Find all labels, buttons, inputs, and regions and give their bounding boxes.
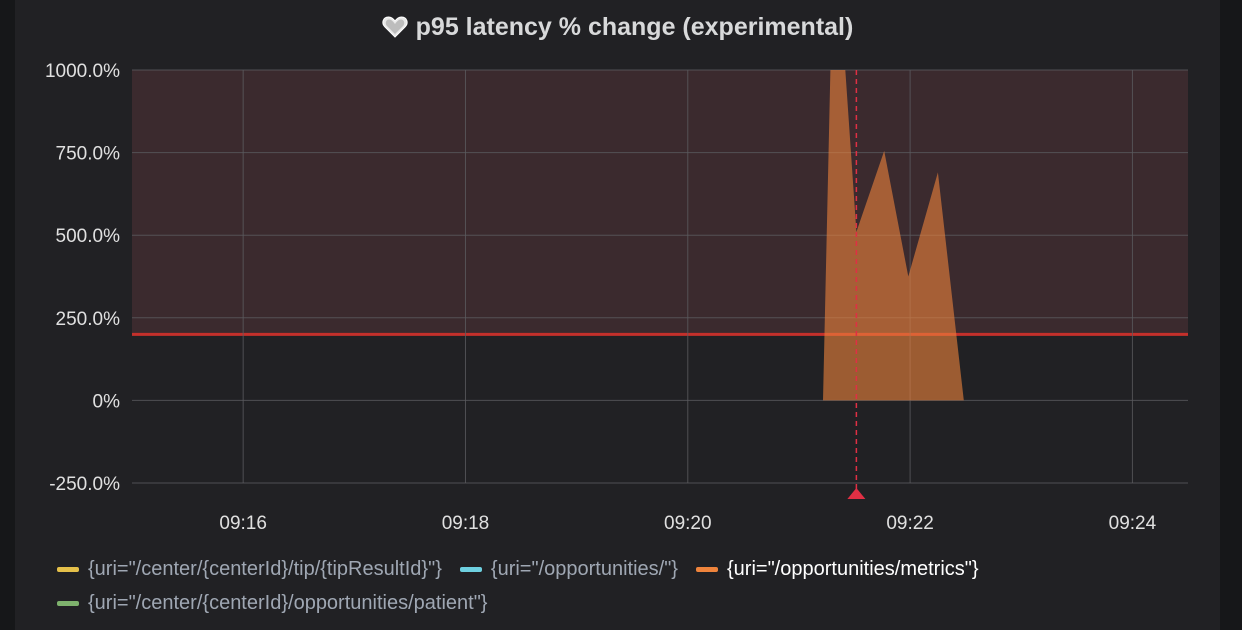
series-area bbox=[823, 70, 964, 401]
legend-row: {uri="/center/{centerId}/opportunities/p… bbox=[57, 586, 1207, 620]
y-tick-label: 750.0% bbox=[56, 144, 121, 165]
x-tick-label: 09:16 bbox=[219, 513, 267, 534]
y-tick-label: -250.0% bbox=[49, 474, 120, 495]
legend-label: {uri="/center/{centerId}/opportunities/p… bbox=[88, 591, 488, 614]
x-tick-label: 09:22 bbox=[886, 513, 934, 534]
panel-header[interactable]: p95 latency % change (experimental) bbox=[15, 0, 1220, 54]
y-tick-label: 1000.0% bbox=[45, 61, 120, 82]
legend-label: {uri="/opportunities/"} bbox=[490, 557, 678, 580]
legend-label: {uri="/opportunities/metrics"} bbox=[727, 557, 979, 580]
x-tick-label: 09:20 bbox=[664, 513, 712, 534]
legend-swatch bbox=[57, 566, 79, 572]
legend-item-tip-result[interactable]: {uri="/center/{centerId}/tip/{tipResultI… bbox=[57, 558, 442, 581]
legend-item-opportunities-metrics[interactable]: {uri="/opportunities/metrics"} bbox=[696, 558, 979, 581]
y-tick-label: 250.0% bbox=[56, 309, 121, 330]
legend-swatch bbox=[57, 600, 79, 606]
chart-area[interactable]: 1000.0% 750.0% 500.0% 250.0% 0% -250.0% 09:16… bbox=[0, 0, 1242, 552]
legend-row: {uri="/center/{centerId}/tip/{tipResultI… bbox=[57, 552, 1207, 586]
legend-label: {uri="/center/{centerId}/tip/{tipResultI… bbox=[88, 557, 442, 580]
threshold-region bbox=[132, 70, 1188, 335]
heart-icon bbox=[382, 15, 408, 39]
x-tick-label: 09:18 bbox=[442, 513, 490, 534]
legend: {uri="/center/{centerId}/tip/{tipResultI… bbox=[57, 552, 1207, 620]
annotation-marker bbox=[847, 488, 866, 499]
legend-swatch bbox=[696, 566, 718, 572]
legend-item-patient[interactable]: {uri="/center/{centerId}/opportunities/p… bbox=[57, 592, 487, 615]
legend-swatch bbox=[459, 566, 482, 572]
legend-item-opportunities[interactable]: {uri="/opportunities/"} bbox=[459, 557, 678, 581]
x-tick-label: 09:24 bbox=[1109, 513, 1157, 534]
panel-title: p95 latency % change (experimental) bbox=[415, 12, 854, 41]
y-tick-label: 0% bbox=[93, 391, 121, 412]
y-tick-label: 500.0% bbox=[56, 226, 121, 247]
